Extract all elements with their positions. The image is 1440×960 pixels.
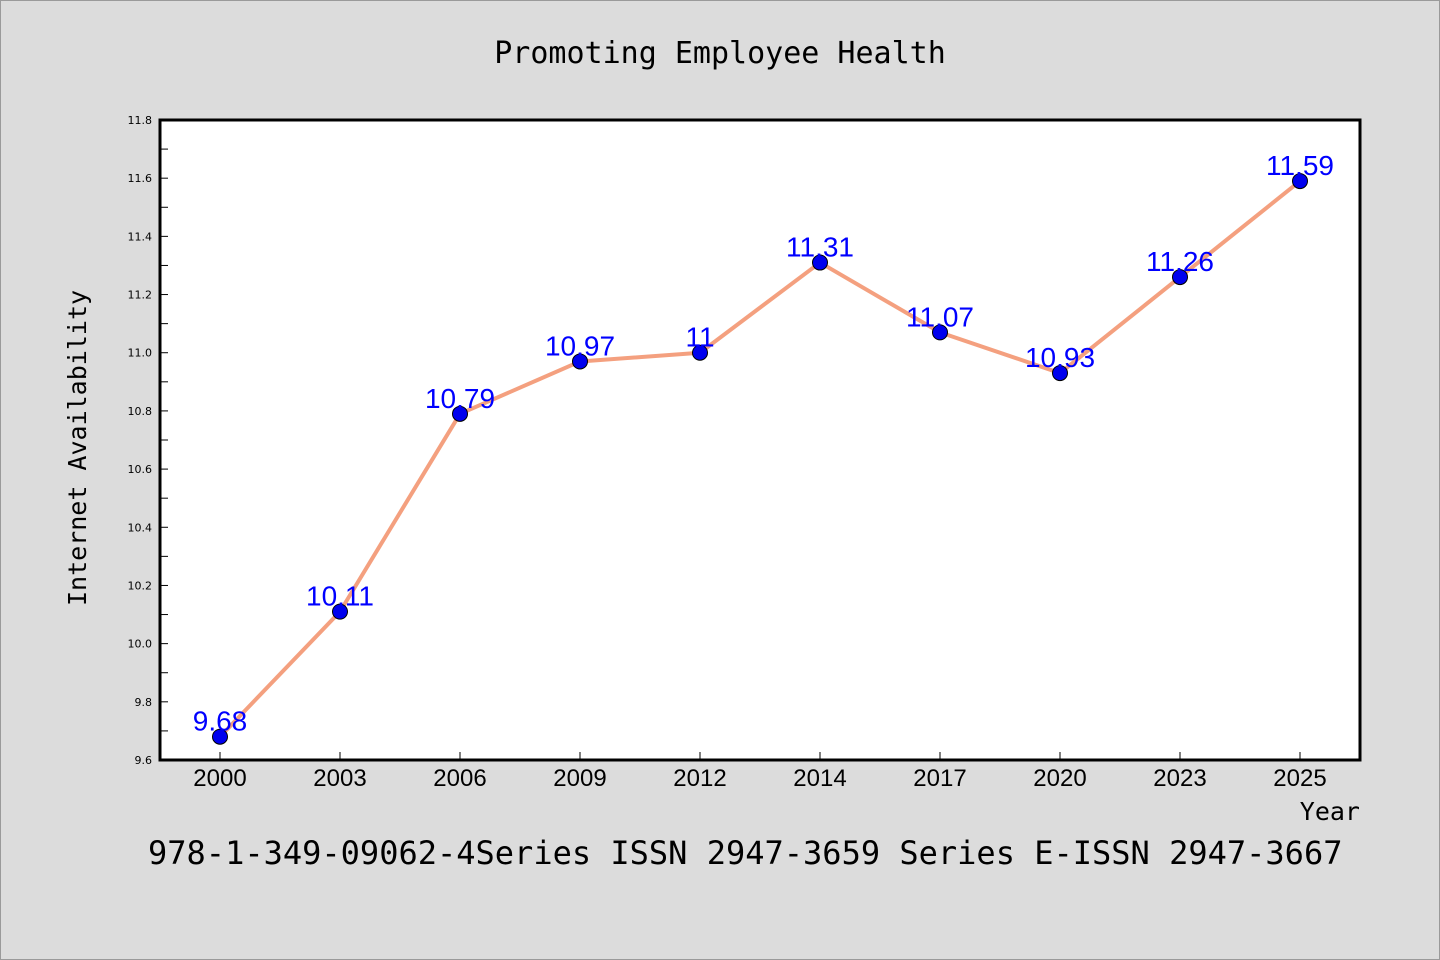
data-label: 11 bbox=[685, 322, 714, 353]
x-tick-label: 2012 bbox=[673, 765, 726, 792]
x-tick-label: 2009 bbox=[553, 765, 606, 792]
y-tick-label: 10.6 bbox=[128, 463, 153, 476]
data-label: 10.11 bbox=[306, 581, 374, 612]
data-label: 11.59 bbox=[1266, 150, 1334, 181]
plot-area bbox=[158, 118, 1362, 762]
y-tick-label: 11.8 bbox=[128, 114, 153, 127]
x-tick-label: 2014 bbox=[793, 765, 846, 792]
y-tick-label: 9.6 bbox=[135, 754, 153, 767]
data-label: 10.93 bbox=[1025, 342, 1095, 373]
data-label: 11.26 bbox=[1146, 246, 1214, 277]
y-tick-label: 10.0 bbox=[128, 638, 153, 651]
y-tick-label: 11.4 bbox=[128, 230, 153, 243]
y-tick-label: 11.2 bbox=[128, 289, 153, 302]
data-point bbox=[932, 324, 948, 341]
data-point bbox=[572, 353, 588, 370]
y-tick-label: 9.8 bbox=[135, 696, 153, 709]
data-point bbox=[1172, 269, 1188, 286]
footer-isbn-issn: 978-1-349-09062-4Series ISSN 2947-3659 S… bbox=[148, 834, 1342, 872]
data-label: 10.79 bbox=[425, 383, 495, 414]
x-axis: 2000 2003 2006 2009 2012 2014 2017 2020 2023 2025 bbox=[193, 752, 1327, 792]
chart-title: Promoting Employee Health bbox=[494, 36, 946, 71]
x-tick-label: 2000 bbox=[193, 765, 246, 792]
x-tick-label: 2006 bbox=[433, 765, 486, 792]
x-tick-label: 2020 bbox=[1033, 765, 1086, 792]
y-tick-label: 10.2 bbox=[128, 579, 153, 592]
y-tick-label: 10.4 bbox=[128, 521, 153, 534]
data-point bbox=[452, 405, 468, 422]
data-label: 11.31 bbox=[786, 232, 854, 263]
x-tick-label: 2003 bbox=[313, 765, 366, 792]
series-group: 9.68 10.11 10.79 10.97 11 11.31 11.07 10.93 11.2… bbox=[193, 150, 1334, 745]
data-label: 11.07 bbox=[906, 301, 974, 332]
data-point bbox=[812, 254, 828, 271]
y-tick-label: 10.8 bbox=[128, 405, 153, 418]
data-point bbox=[692, 344, 708, 361]
x-axis-label: Year bbox=[1300, 797, 1360, 826]
data-point bbox=[332, 603, 348, 620]
x-tick-label: 2023 bbox=[1153, 765, 1206, 792]
series-line bbox=[218, 179, 1302, 739]
data-point bbox=[1052, 365, 1068, 382]
y-tick-label: 11.6 bbox=[128, 172, 153, 185]
y-axis-label: Internet Availability bbox=[63, 290, 92, 606]
x-tick-label: 2025 bbox=[1273, 765, 1326, 792]
y-axis: 9.6 9.8 10.0 10.2 10.4 10.6 10.8 11.0 11.2 11.4 11… bbox=[128, 114, 168, 767]
data-label: 10.97 bbox=[545, 330, 615, 361]
x-tick-label: 2017 bbox=[913, 765, 966, 792]
data-point bbox=[212, 728, 228, 745]
data-point bbox=[1292, 173, 1308, 190]
data-label: 9.68 bbox=[193, 706, 248, 737]
y-tick-label: 11.0 bbox=[128, 347, 153, 360]
